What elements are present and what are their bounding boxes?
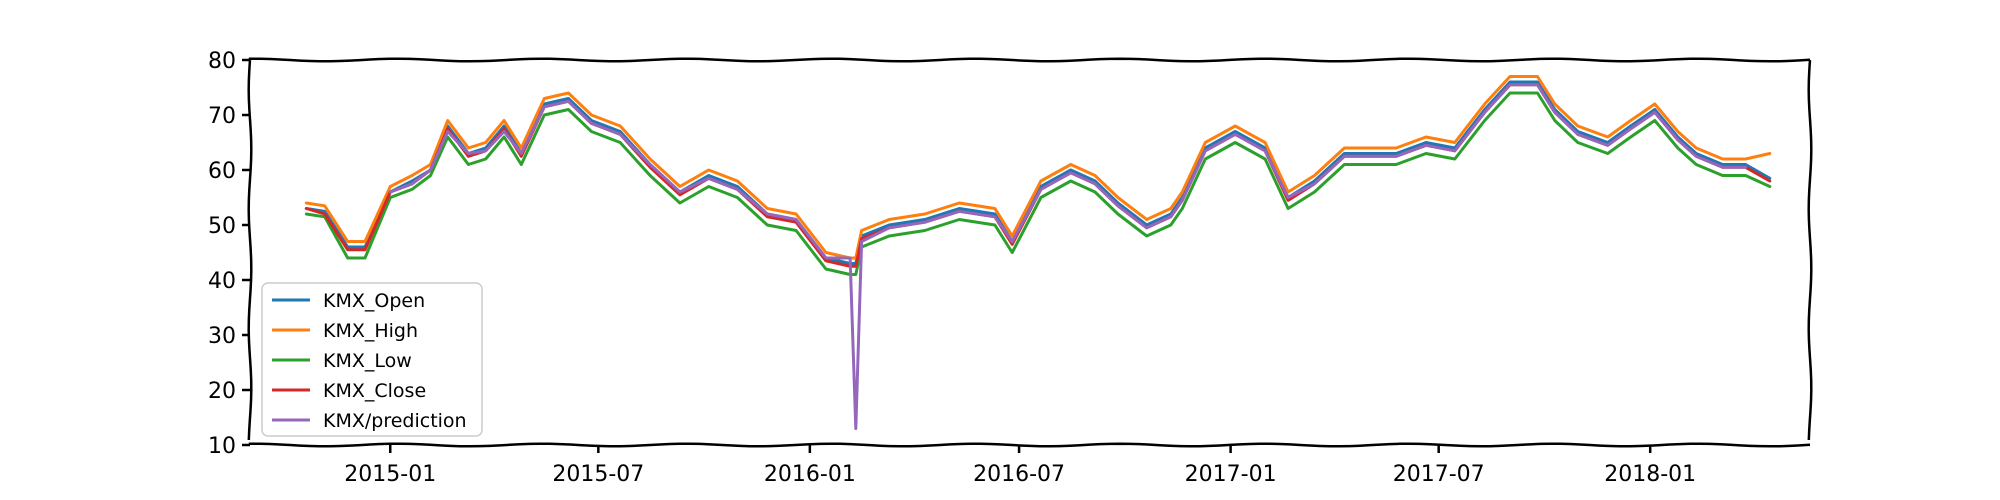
legend: KMX_Open KMX_High KMX_Low KMX_Close KMX/pred…	[261, 282, 483, 437]
x-tick-label: 2016-01	[764, 462, 856, 487]
legend-label: KMX/prediction	[323, 410, 467, 432]
series-line-kmx-high	[304, 75, 1772, 260]
series-line-kmx-low	[304, 91, 1772, 276]
y-tick-label: 20	[208, 379, 236, 404]
y-tick-label: 80	[208, 49, 236, 74]
y-tick-label: 10	[208, 434, 236, 459]
y-tick-label: 60	[208, 159, 236, 184]
axis-top	[248, 57, 1811, 63]
x-tick-label: 2017-01	[1185, 462, 1277, 487]
legend-items: KMX_Open KMX_High KMX_Low KMX_Close KMX/pred…	[272, 290, 467, 432]
legend-label: KMX_High	[323, 320, 418, 342]
y-tick-label: 40	[208, 269, 236, 294]
x-tick-label: 2018-01	[1604, 462, 1696, 487]
legend-label: KMX_Open	[323, 290, 425, 312]
legend-label: KMX_Close	[323, 380, 426, 402]
series-line-kmx-prediction	[388, 83, 1748, 430]
x-tick-label: 2015-07	[552, 462, 644, 487]
x-tick-label: 2015-01	[344, 462, 436, 487]
y-tick-label: 30	[208, 324, 236, 349]
legend-box	[261, 282, 483, 437]
series-layer	[304, 75, 1772, 430]
axes-layer: 10 20 30 40 50 60 70 80 2015-01 2015-07 2016-01 201…	[208, 49, 1813, 487]
y-tick-label: 70	[208, 104, 236, 129]
axis-bottom	[248, 442, 1811, 448]
y-tick-label: 50	[208, 214, 236, 239]
x-tick-label: 2017-07	[1393, 462, 1485, 487]
legend-label: KMX_Low	[323, 350, 412, 372]
x-tick-label: 2016-07	[973, 462, 1065, 487]
axis-right	[1807, 58, 1813, 441]
